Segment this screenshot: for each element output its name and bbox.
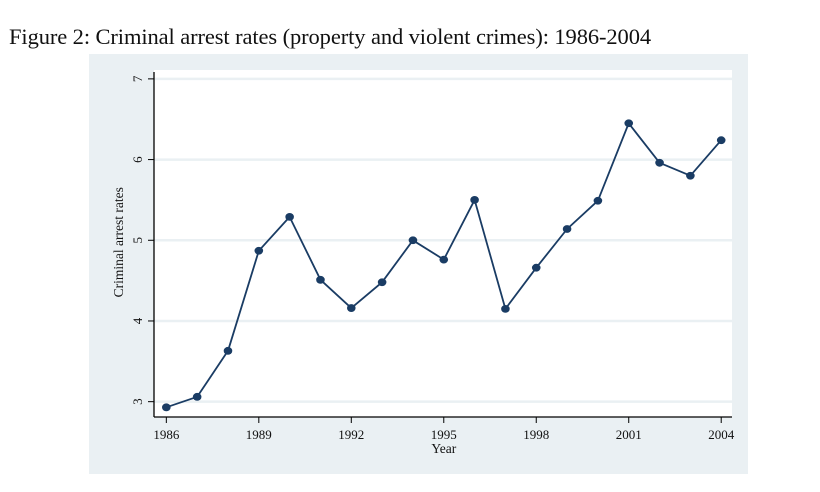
x-tick-label: 1986 [153, 427, 180, 442]
data-point-1997 [501, 304, 510, 313]
y-tick-label: 4 [130, 317, 145, 324]
data-point-1987 [192, 392, 202, 401]
x-axis-title: Year [431, 441, 456, 456]
data-point-1999 [562, 225, 572, 233]
y-tick-label: 6 [130, 156, 145, 163]
data-point-1996 [470, 196, 479, 204]
x-ticks: 1986 1989 1992 1995 1998 2001 2004 [153, 417, 735, 442]
data-point-2004 [716, 136, 726, 145]
data-point-1994 [408, 236, 418, 245]
x-tick-label: 1992 [338, 427, 364, 442]
data-point-1989 [254, 246, 264, 255]
series-markers [162, 119, 726, 412]
axes [153, 72, 732, 418]
x-tick-label: 1989 [246, 427, 272, 442]
y-tick-label: 5 [130, 237, 145, 244]
data-point-1995 [439, 255, 449, 264]
gridlines [154, 77, 732, 403]
y-tick-label: 3 [130, 398, 145, 405]
x-tick-label: 1998 [523, 427, 549, 442]
data-point-2000 [593, 196, 603, 205]
figure-title: Figure 2: Criminal arrest rates (propert… [9, 24, 652, 49]
plot-area [154, 70, 732, 417]
data-point-2001 [624, 119, 634, 128]
data-point-1990 [285, 212, 294, 221]
data-point-1998 [531, 263, 541, 272]
x-tick-label: 2001 [616, 427, 642, 442]
data-point-1992 [346, 304, 356, 312]
data-point-1993 [377, 278, 387, 287]
data-point-1986 [162, 403, 171, 412]
x-tick-label: 2004 [708, 427, 735, 442]
y-axis-title: Criminal arrest rates [111, 187, 126, 297]
data-point-1991 [316, 275, 325, 284]
x-tick-label: 1995 [431, 427, 457, 442]
y-tick-label: 7 [130, 75, 145, 82]
data-point-1988 [223, 346, 233, 355]
y-ticks: 3 4 5 6 7 [130, 75, 154, 405]
data-point-2002 [655, 158, 664, 167]
data-point-2003 [686, 171, 695, 180]
